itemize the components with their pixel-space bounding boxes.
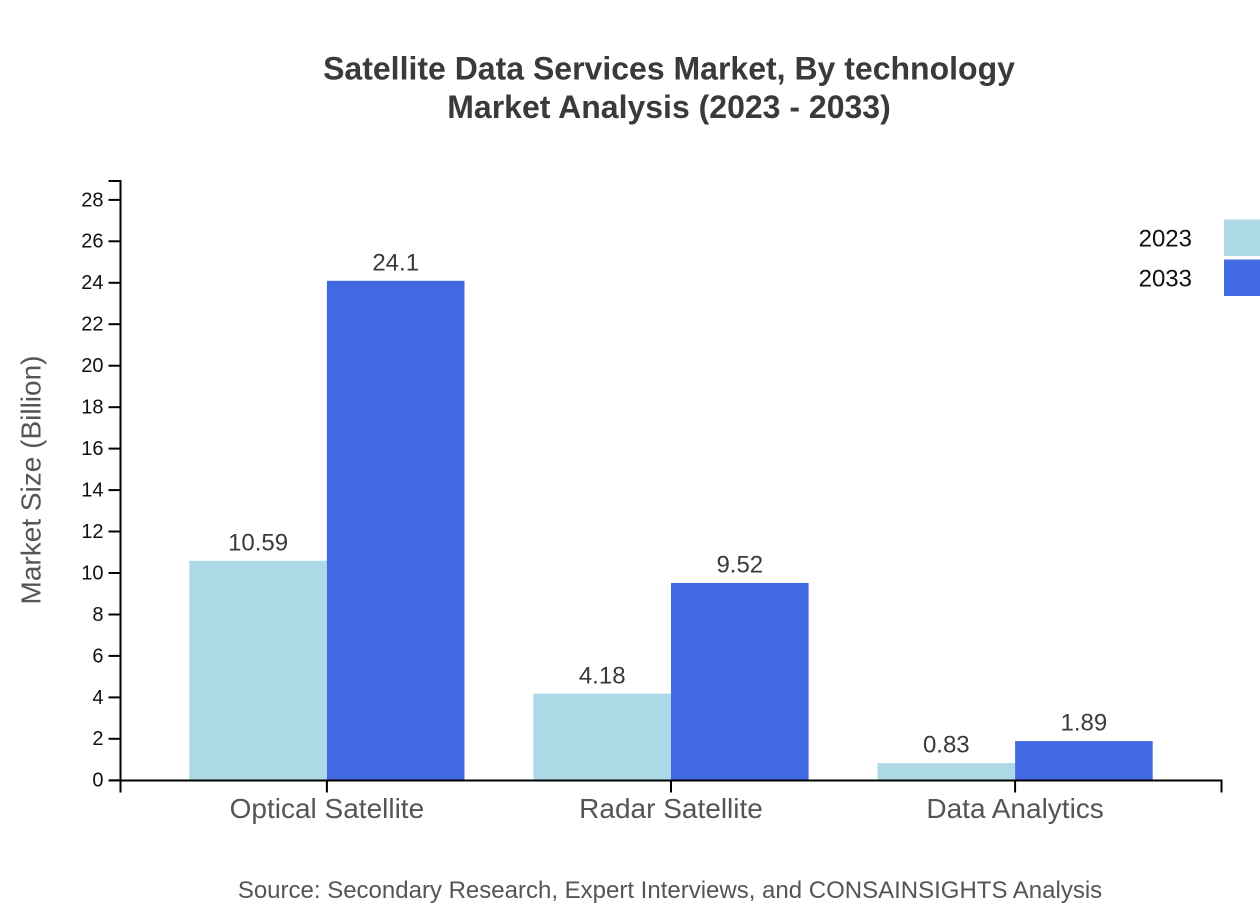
svg-text:Satellite Data Services Market: Satellite Data Services Market, By techn…	[323, 51, 1015, 87]
svg-text:9.52: 9.52	[716, 552, 763, 579]
svg-text:4.18: 4.18	[579, 662, 626, 689]
svg-text:2: 2	[92, 728, 103, 750]
svg-text:Source: Secondary Research, Ex: Source: Secondary Research, Expert Inter…	[238, 877, 1102, 904]
svg-text:Market Analysis (2023 - 2033): Market Analysis (2023 - 2033)	[447, 89, 891, 125]
svg-text:Data Analytics: Data Analytics	[926, 793, 1103, 824]
svg-text:6: 6	[92, 645, 103, 667]
svg-text:14: 14	[81, 480, 103, 502]
svg-text:Market Size (Billion): Market Size (Billion)	[16, 356, 47, 605]
svg-text:26: 26	[81, 231, 103, 253]
svg-text:0.83: 0.83	[923, 732, 970, 759]
svg-text:22: 22	[81, 314, 103, 336]
svg-text:20: 20	[81, 355, 103, 377]
svg-text:18: 18	[81, 397, 103, 419]
svg-text:1.89: 1.89	[1061, 710, 1108, 737]
svg-text:4: 4	[92, 687, 103, 709]
svg-text:8: 8	[92, 604, 103, 626]
svg-text:10.59: 10.59	[228, 529, 288, 556]
svg-text:16: 16	[81, 438, 103, 460]
svg-text:24.1: 24.1	[372, 249, 419, 276]
svg-text:2033: 2033	[1139, 266, 1192, 293]
svg-text:24: 24	[81, 272, 103, 294]
svg-text:12: 12	[81, 521, 103, 543]
svg-text:Radar Satellite: Radar Satellite	[579, 793, 763, 824]
svg-text:28: 28	[81, 189, 103, 211]
svg-text:10: 10	[81, 562, 103, 584]
svg-text:2023: 2023	[1139, 226, 1192, 253]
svg-text:0: 0	[92, 770, 103, 792]
svg-text:Optical Satellite: Optical Satellite	[230, 793, 425, 824]
